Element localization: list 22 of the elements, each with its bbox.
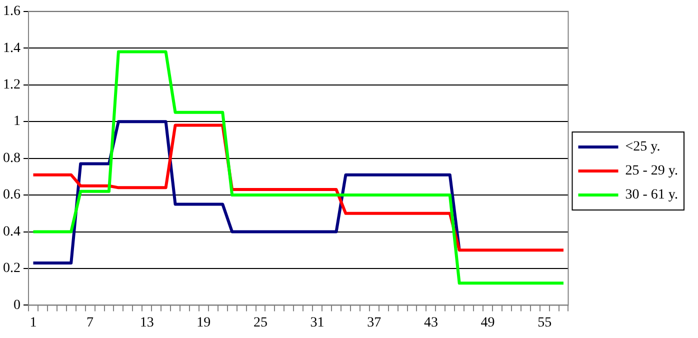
y-tick-label: 1.6 bbox=[3, 4, 20, 20]
y-tick-label: 1 bbox=[14, 114, 20, 130]
x-tick-label: 19 bbox=[196, 315, 211, 330]
x-tick-label: 43 bbox=[424, 315, 438, 330]
x-tick-label: 7 bbox=[86, 315, 94, 330]
y-tick-label: 1.4 bbox=[3, 40, 20, 56]
legend-label: 25 - 29 y. bbox=[625, 164, 678, 179]
x-tick-label: 13 bbox=[140, 315, 154, 330]
y-tick-label: 0.2 bbox=[3, 261, 20, 276]
x-tick-label: 25 bbox=[253, 315, 268, 330]
y-tick-label: 0.4 bbox=[3, 224, 20, 240]
legend-label: 30 - 61 y. bbox=[625, 188, 678, 203]
x-tick-label: 49 bbox=[480, 315, 495, 330]
y-tick-label: 1.2 bbox=[3, 78, 20, 93]
y-tick-label: 0 bbox=[14, 298, 20, 313]
x-tick-label: 37 bbox=[367, 315, 382, 330]
y-tick-label: 0.8 bbox=[3, 150, 20, 166]
x-tick-label: 1 bbox=[30, 315, 37, 330]
y-tick-label: 0.6 bbox=[3, 188, 20, 203]
x-tick-label: 55 bbox=[538, 315, 552, 330]
x-tick-label: 31 bbox=[310, 315, 324, 330]
legend-label: <25 y. bbox=[625, 140, 660, 155]
